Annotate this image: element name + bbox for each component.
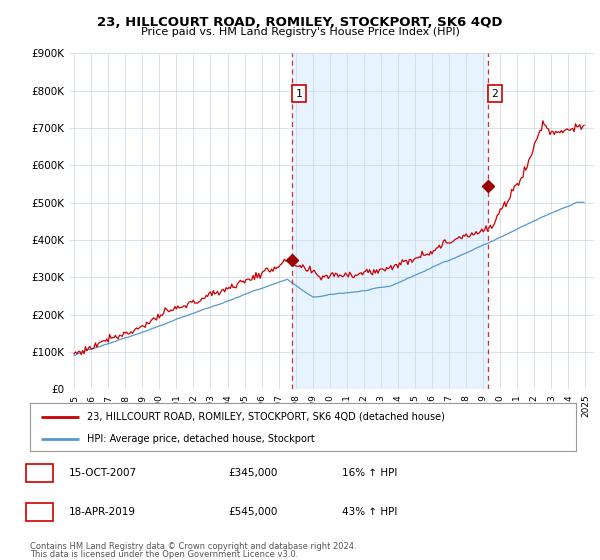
Text: £345,000: £345,000 <box>228 468 277 478</box>
Text: HPI: Average price, detached house, Stockport: HPI: Average price, detached house, Stoc… <box>88 434 315 444</box>
Text: 1: 1 <box>296 88 302 99</box>
Text: 23, HILLCOURT ROAD, ROMILEY, STOCKPORT, SK6 4QD: 23, HILLCOURT ROAD, ROMILEY, STOCKPORT, … <box>97 16 503 29</box>
Text: 1: 1 <box>36 468 43 478</box>
Text: Contains HM Land Registry data © Crown copyright and database right 2024.: Contains HM Land Registry data © Crown c… <box>30 542 356 551</box>
Text: Price paid vs. HM Land Registry's House Price Index (HPI): Price paid vs. HM Land Registry's House … <box>140 27 460 37</box>
Text: £545,000: £545,000 <box>228 507 277 517</box>
Text: 2: 2 <box>491 88 499 99</box>
Text: 18-APR-2019: 18-APR-2019 <box>69 507 136 517</box>
Text: This data is licensed under the Open Government Licence v3.0.: This data is licensed under the Open Gov… <box>30 550 298 559</box>
Text: 15-OCT-2007: 15-OCT-2007 <box>69 468 137 478</box>
Text: 2: 2 <box>36 507 43 517</box>
Bar <box>292 53 488 389</box>
Text: 43% ↑ HPI: 43% ↑ HPI <box>342 507 397 517</box>
Text: 23, HILLCOURT ROAD, ROMILEY, STOCKPORT, SK6 4QD (detached house): 23, HILLCOURT ROAD, ROMILEY, STOCKPORT, … <box>88 412 445 422</box>
Text: 16% ↑ HPI: 16% ↑ HPI <box>342 468 397 478</box>
